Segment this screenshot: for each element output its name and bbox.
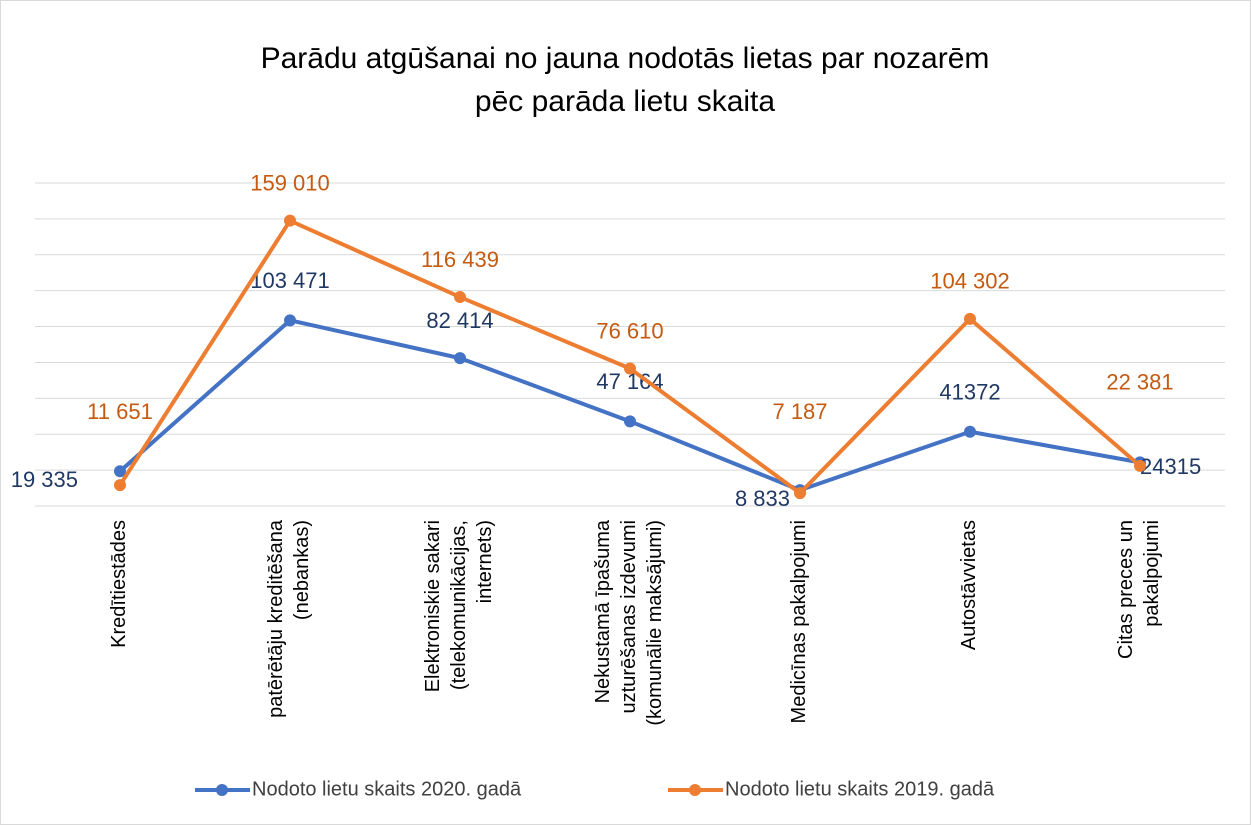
data-point xyxy=(114,465,126,478)
x-tick-label: Autostāvvietas xyxy=(958,520,980,650)
chart-title: pēc parāda lietu skaita xyxy=(475,85,776,118)
data-point xyxy=(284,214,296,227)
x-tick-label: Elektroniskie sakari (telekomunikācijas, i… xyxy=(422,520,496,692)
data-label: 8 833 xyxy=(735,486,790,511)
x-tick-label: Kredītiestādes xyxy=(108,520,130,648)
data-label: 116 439 xyxy=(421,247,499,272)
x-tick-label: Nekustamā īpašuma uzturēšanas izdevumi (ko… xyxy=(592,519,666,725)
data-label: 76 610 xyxy=(596,318,663,343)
data-label: 159 010 xyxy=(250,170,330,195)
data-point xyxy=(114,479,126,492)
data-label: 22 381 xyxy=(1106,370,1173,395)
data-label: 11 651 xyxy=(87,399,153,424)
data-label: 103 471 xyxy=(250,268,330,293)
data-point xyxy=(454,352,466,365)
data-point xyxy=(794,487,806,500)
legend-label: Nodoto lietu skaits 2019. gadā xyxy=(725,778,995,800)
data-label: 7 187 xyxy=(772,399,827,424)
data-point xyxy=(284,314,296,327)
data-label: 19 335 xyxy=(11,467,78,492)
data-point xyxy=(964,425,976,438)
data-point xyxy=(624,362,636,375)
data-point xyxy=(454,291,466,304)
legend-label: Nodoto lietu skaits 2020. gadā xyxy=(252,778,522,800)
legend-marker xyxy=(689,784,701,796)
x-tick-label: patērētāju kreditēšana (nebankas) xyxy=(265,519,313,718)
data-label: 41372 xyxy=(939,380,1000,405)
data-label: 24315 xyxy=(1140,454,1201,479)
data-label: 82 414 xyxy=(426,308,493,333)
data-label: 104 302 xyxy=(930,269,1010,294)
data-point xyxy=(964,312,976,325)
x-tick-label: Medicīnas pakalpojumi xyxy=(788,520,810,723)
chart-title: Parādu atgūšanai no jauna nodotās lietas… xyxy=(261,42,990,75)
x-tick-label: Citas preces un pakalpojumi xyxy=(1115,520,1163,659)
legend-marker xyxy=(216,784,228,796)
data-point xyxy=(1134,459,1146,472)
data-point xyxy=(624,415,636,428)
